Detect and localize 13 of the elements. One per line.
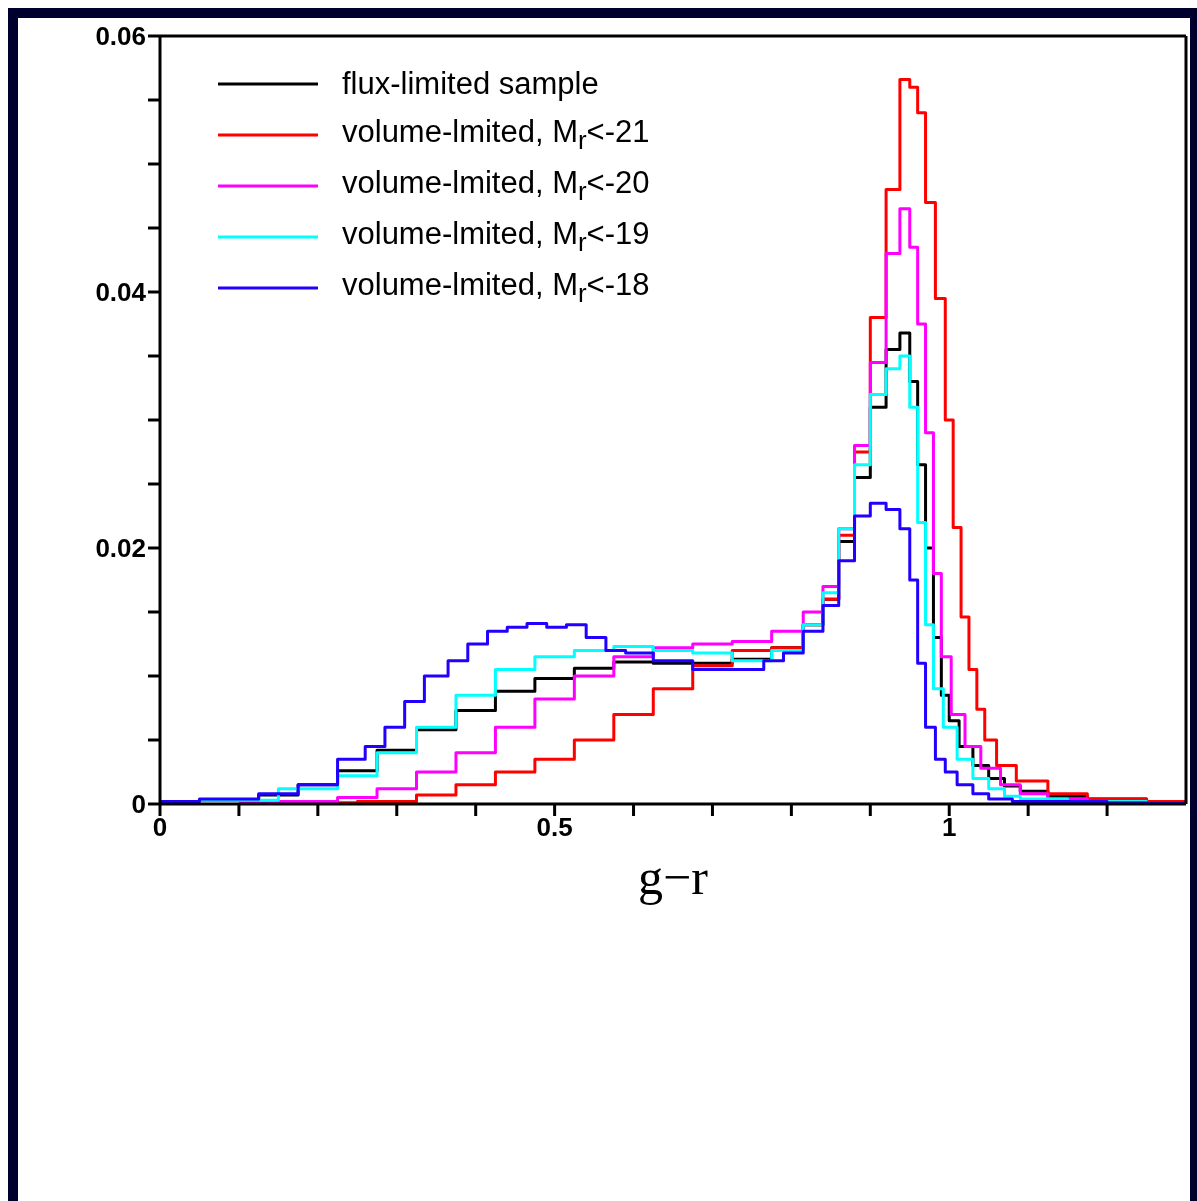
y-tick-label: 0.02 bbox=[95, 533, 146, 564]
x-tick-label: 1 bbox=[942, 812, 957, 843]
x-tick-label: 0 bbox=[152, 812, 168, 843]
y-tick-label: 0.06 bbox=[95, 21, 146, 52]
legend-label: volume-lmited, M$_{r}$<-19 bbox=[342, 215, 650, 258]
x-axis-title: g−r bbox=[638, 849, 709, 905]
legend-label: flux-limited sample bbox=[342, 65, 599, 102]
x-tick-label: 0.5 bbox=[536, 812, 573, 843]
legend-label: volume-lmited, M$_{r}$<-21 bbox=[342, 113, 650, 156]
legend-label: volume-lmited, M$_{r}$<-20 bbox=[342, 164, 650, 207]
legend-label: volume-lmited, M$_{r}$<-18 bbox=[342, 266, 650, 309]
y-tick-label: 0.04 bbox=[95, 277, 147, 308]
y-tick-label: 0 bbox=[131, 789, 146, 820]
